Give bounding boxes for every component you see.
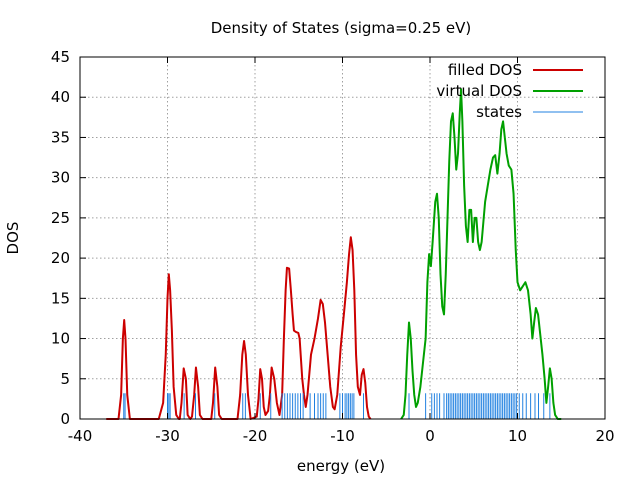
y-tick-label: 40 [51,88,70,106]
x-axis-label: energy (eV) [297,457,385,475]
filled-dos-line [106,236,372,420]
legend: filled DOS virtual DOS states [436,61,583,121]
y-tick-label: 35 [51,128,70,146]
x-tick-label: 10 [508,427,527,445]
legend-label-filled-dos: filled DOS [448,61,522,79]
y-tick-label: 15 [51,289,70,307]
x-tick-label: -20 [243,427,268,445]
y-tick-label: 25 [51,209,70,227]
y-tick-label: 5 [60,370,70,388]
states-sticks [123,393,551,419]
virtual-dos-line [400,88,562,420]
y-tick-label: 20 [51,249,70,267]
legend-label-states: states [476,103,522,121]
y-tick-label: 45 [51,48,70,66]
x-tick-label: 0 [425,427,435,445]
y-tick-label: 30 [51,169,70,187]
x-tick-label: -30 [155,427,180,445]
grid-lines [80,57,605,419]
y-tick-label: 10 [51,330,70,348]
y-axis-label: DOS [4,222,22,255]
y-tick-label: 0 [60,410,70,428]
chart-title: Density of States (sigma=0.25 eV) [211,19,472,37]
x-tick-label: 20 [595,427,614,445]
x-tick-label: -10 [330,427,355,445]
legend-label-virtual-dos: virtual DOS [436,82,522,100]
x-tick-label: -40 [68,427,93,445]
axis-ticks: -40 -30 -20 -10 0 10 20 0 5 10 15 20 25 30 35 40 45 [51,48,615,445]
series-layer [106,88,562,420]
